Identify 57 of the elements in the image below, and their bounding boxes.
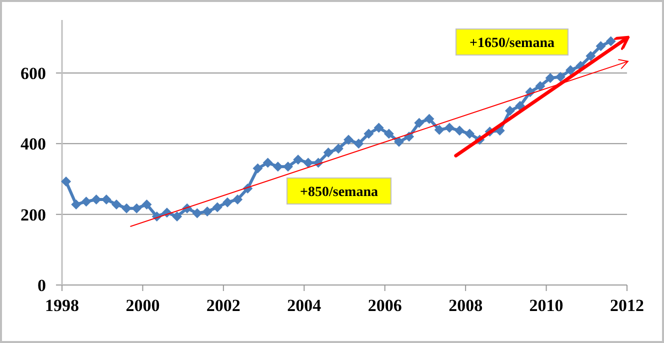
point <box>344 134 354 145</box>
point <box>122 203 132 214</box>
point <box>283 162 293 172</box>
point <box>293 154 304 165</box>
point <box>586 51 596 62</box>
point <box>91 194 102 204</box>
point <box>374 122 384 133</box>
point <box>515 100 526 111</box>
point <box>566 65 576 76</box>
x-tick-label: 1998 <box>45 296 79 315</box>
y-tick-label: 200 <box>20 205 46 224</box>
point <box>212 202 222 212</box>
point <box>384 128 394 139</box>
point <box>545 72 556 83</box>
annotation: +850/semana <box>300 185 378 200</box>
point <box>81 196 92 207</box>
point <box>504 106 515 116</box>
point <box>444 122 454 133</box>
point <box>364 128 374 139</box>
point <box>71 199 82 210</box>
point <box>262 158 273 168</box>
point <box>535 81 546 92</box>
x-tick-label: 2002 <box>206 296 240 315</box>
point <box>202 206 212 217</box>
point <box>232 194 243 204</box>
x-tick-label: 2000 <box>126 296 160 315</box>
point <box>424 114 434 124</box>
point <box>61 176 72 186</box>
x-tick-label: 2010 <box>529 296 564 315</box>
point <box>454 126 465 136</box>
point <box>354 138 364 149</box>
point <box>172 211 182 222</box>
annotation: +1650/semana <box>470 36 554 51</box>
point <box>606 36 616 46</box>
x-tick-label: 2012 <box>610 296 644 315</box>
point <box>192 208 202 218</box>
point <box>303 158 314 168</box>
x-tick-label: 2004 <box>287 296 322 315</box>
y-tick-label: 600 <box>20 64 46 83</box>
point <box>272 162 283 172</box>
x-tick-label: 2006 <box>368 296 402 315</box>
point <box>333 144 344 154</box>
point <box>414 118 424 128</box>
point <box>596 41 606 52</box>
point <box>464 128 475 139</box>
point <box>252 163 263 174</box>
point <box>323 148 334 158</box>
y-tick-label: 400 <box>20 134 46 154</box>
point <box>555 72 566 82</box>
point <box>222 197 232 208</box>
y-tick-label: 0 <box>38 276 46 295</box>
point <box>132 203 142 214</box>
point <box>434 124 444 135</box>
x-tick-label: 2008 <box>448 296 483 315</box>
point <box>142 199 152 210</box>
point <box>394 136 404 147</box>
point <box>111 199 122 210</box>
